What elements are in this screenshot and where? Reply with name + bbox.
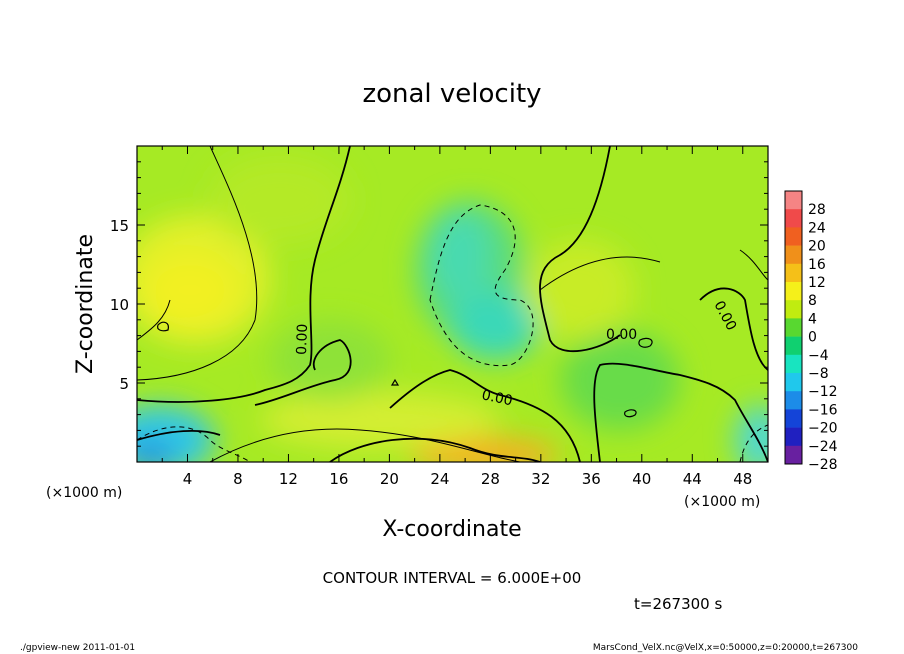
colorbar-label: 28 [808,202,826,218]
colorbar-swatch [785,263,802,283]
x-axis: 4 8 12 16 20 24 28 32 36 40 44 48 [161,146,752,488]
footer-left: ./gpview-new 2011-01-01 [20,643,135,653]
x-unit-note-right: (×1000 m) [684,494,760,510]
x-unit-note-left: (×1000 m) [46,485,122,501]
colorbar-label: 24 [808,220,826,236]
x-tick-label: 8 [233,470,243,488]
contour-label: 0.00 [294,323,311,355]
colorbar-label: −12 [808,384,838,400]
contour-label: 0.00 [480,387,514,409]
y-tick-label: 15 [110,217,129,235]
colorbar-label: −8 [808,366,829,382]
x-tick-label: 24 [430,470,449,488]
x-axis-label: X-coordinate [382,517,521,542]
contour-label: 0.00 [606,327,637,343]
plot-area: 0.00 0.00 0.00 0.00 [137,146,768,462]
colorbar-label: 8 [808,293,817,309]
colorbar-swatch [785,409,802,428]
colorbar-swatch [785,245,802,265]
x-tick-label: 32 [531,470,550,488]
x-tick-label: 4 [183,470,193,488]
y-axis: 5 10 15 [110,161,768,447]
colorbar-label: −20 [808,421,838,437]
y-axis-label: Z-coordinate [73,234,98,374]
colorbar-swatch [785,391,802,410]
colorbar-label: 20 [808,239,826,255]
x-tick-label: 12 [279,470,298,488]
colorbar-swatch [785,427,802,447]
colorbar-label: 4 [808,311,817,327]
colorbar-swatch [785,282,802,301]
colorbar-frame [784,190,803,465]
colorbar-label: 0 [808,330,817,346]
contour-labels: 0.00 0.00 0.00 0.00 [294,298,739,409]
colorbar-swatch [785,336,802,356]
colorbar-label: −16 [808,402,838,418]
x-tick-label: 44 [683,470,702,488]
contour-interval-text: CONTOUR INTERVAL = 6.000E+00 [323,569,582,587]
colorbar-label: −4 [808,348,829,364]
time-text: t=267300 s [634,595,722,613]
x-tick-label: 28 [481,470,500,488]
colorbar-label: −28 [808,457,838,473]
contour-lines [137,146,768,462]
chart-title: zonal velocity [362,79,541,109]
x-tick-label: 48 [733,470,752,488]
colorbar-swatch [785,191,802,210]
x-tick-label: 40 [632,470,651,488]
y-tick-label: 10 [110,296,129,314]
color-field [137,155,768,462]
colorbar-label: 12 [808,275,826,291]
x-tick-label: 36 [582,470,601,488]
x-tick-label: 20 [380,470,399,488]
colorbar-swatch [785,227,802,246]
colorbar-swatch [785,300,802,319]
x-tick-label: 16 [329,470,348,488]
colorbar-swatch [785,373,802,392]
colorbar-label: 16 [808,257,826,273]
colorbar-swatch [785,209,802,228]
colorbar-swatch [785,318,802,337]
colorbar-label: −24 [808,439,838,455]
y-tick-label: 5 [119,375,129,393]
footer-right: MarsCond_VelX.nc@VelX,x=0:50000,z=0:2000… [593,643,858,653]
colorbar-swatch [785,445,802,465]
colorbar: 28 24 20 16 12 8 4 0 −4 −8 −12 −16 −20 −24 −28 [784,190,838,473]
colorbar-swatch [785,354,802,374]
